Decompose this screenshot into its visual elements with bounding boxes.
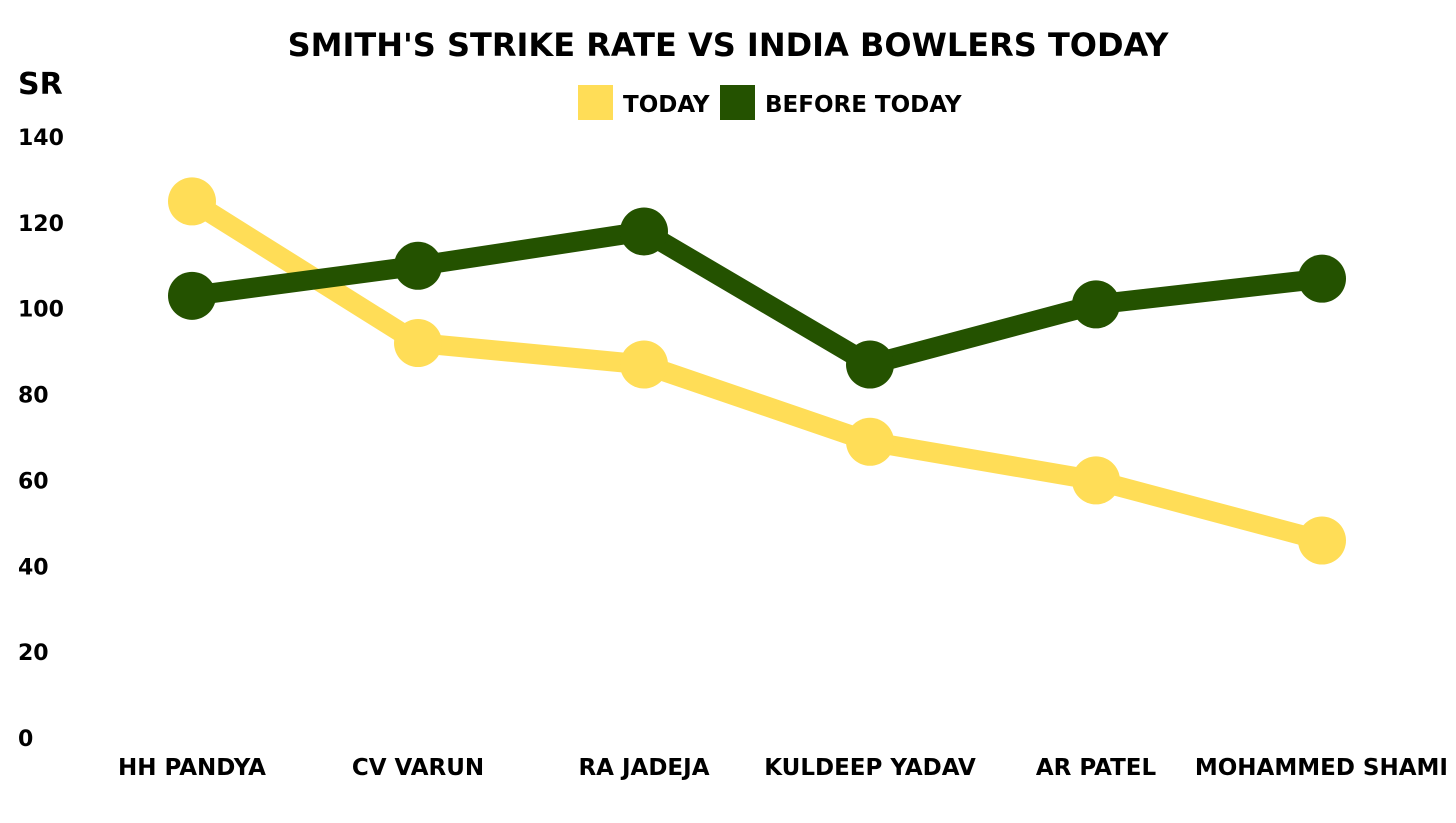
data-point [168, 271, 216, 320]
series-line [182, 191, 1332, 551]
y-tick-label: 0 [18, 727, 33, 752]
y-tick-label: 120 [18, 212, 64, 237]
data-point [620, 340, 668, 389]
series-line [182, 221, 1332, 375]
legend-label: BEFORE TODAY [765, 92, 962, 118]
data-point [846, 340, 894, 389]
x-category-label: AR PATEL [1036, 755, 1157, 781]
series-layer [168, 177, 1346, 565]
data-point [1298, 254, 1346, 303]
legend: TODAY BEFORE TODAY [578, 85, 962, 120]
legend-swatch [578, 85, 613, 120]
x-category-label: MOHAMMED SHAMI [1195, 755, 1448, 781]
series-before-today [168, 207, 1346, 389]
x-category-label: RA JADEJA [578, 755, 709, 781]
y-tick-label: 80 [18, 384, 49, 409]
legend-label: TODAY [623, 92, 710, 118]
data-point [168, 177, 216, 226]
x-category-label: HH PANDYA [118, 755, 266, 781]
y-tick-label: 20 [18, 641, 49, 666]
y-tick-label: 100 [18, 298, 64, 323]
y-axis-ticks: 0 20 40 60 80 100 120 140 [18, 126, 64, 752]
x-category-label: CV VARUN [352, 755, 484, 781]
data-point [620, 207, 668, 256]
data-point [846, 417, 894, 466]
data-point [394, 241, 442, 290]
data-point [1072, 456, 1120, 505]
y-tick-label: 140 [18, 126, 64, 151]
y-axis-label: SR [18, 67, 63, 102]
chart-title: SMITH'S STRIKE RATE VS INDIA BOWLERS TOD… [288, 26, 1170, 64]
y-tick-label: 60 [18, 469, 49, 494]
series-today [168, 177, 1346, 565]
x-axis-categories: HH PANDYA CV VARUN RA JADEJA KULDEEP YADAV A… [118, 755, 1448, 781]
data-point [1298, 516, 1346, 565]
data-point [394, 319, 442, 368]
legend-swatch [720, 85, 755, 120]
x-category-label: KULDEEP YADAV [764, 755, 976, 781]
data-point [1072, 280, 1120, 329]
y-tick-label: 40 [18, 555, 49, 580]
